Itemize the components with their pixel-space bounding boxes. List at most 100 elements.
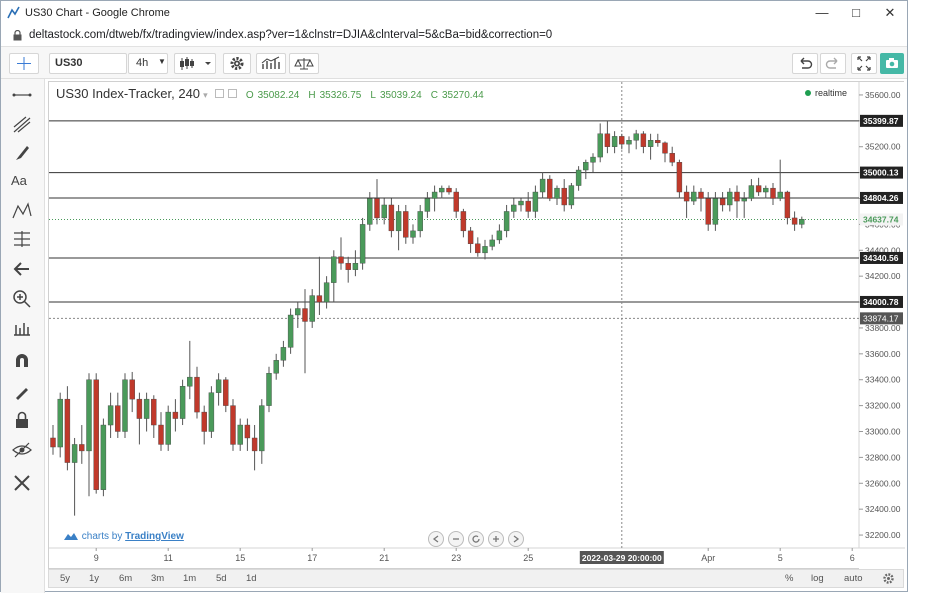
remove-drawings-icon[interactable] [11,472,33,494]
range-1y[interactable]: 1y [89,573,100,584]
nav-button-glyph [432,535,439,543]
gear-icon[interactable] [882,572,895,585]
compare-button[interactable] [289,53,319,74]
eye-hidden-icon[interactable] [11,439,33,461]
candle-body [323,282,330,303]
zoom-out-icon[interactable] [448,531,464,547]
chart-panel[interactable]: 32200.00 32400.00 32600.00 32800.00 33000.00… [48,81,905,570]
range-1m[interactable]: 1m [183,573,197,584]
candle-body [590,156,596,163]
candle [215,373,222,406]
candle-body [136,398,143,419]
brush-icon[interactable] [11,142,33,164]
indicators-button[interactable] [256,53,286,74]
candle-body [388,204,395,232]
nav-button-glyph [472,535,480,543]
tradingview-brand[interactable]: charts by TradingView [63,531,184,542]
url-text[interactable]: deltastock.com/dtweb/fx/tradingview/inde… [29,29,553,41]
fullscreen-button[interactable] [851,53,877,74]
range-1d[interactable]: 1d [246,573,257,584]
undo-button[interactable] [792,53,818,74]
percent-toggle[interactable]: % [785,573,794,584]
pitchfork-icon[interactable] [11,113,33,135]
candle-body [158,424,164,445]
candle-body [583,162,589,171]
candle [403,204,409,244]
candle [633,129,639,150]
candle-body [237,424,243,445]
pencil-lock-icon[interactable] [11,381,33,403]
candle-body [431,191,438,199]
candle-body [273,360,279,374]
candle [316,256,323,315]
close-button[interactable]: ✕ [884,5,896,20]
maximize-button[interactable]: □ [852,5,860,20]
candle [295,302,301,328]
range-3m[interactable]: 3m [151,573,165,584]
brand-name[interactable]: TradingView [125,531,184,542]
candle [676,159,683,199]
range-5d[interactable]: 5d [216,573,227,584]
candle [431,185,438,212]
legend-low-label: L [370,90,376,101]
symbol-input[interactable]: US30 [49,53,127,74]
candle-body [503,211,510,232]
candle-body [554,187,560,199]
candle [79,425,85,464]
candle [86,373,92,497]
redo-icon [825,57,838,69]
lock-tool-icon[interactable] [11,409,33,431]
candle [698,188,704,212]
pattern-icon[interactable] [11,200,33,222]
candle-body [107,405,114,426]
trend-line-icon[interactable] [11,83,33,105]
redo-button[interactable] [820,53,846,74]
magnet-icon[interactable] [11,351,33,373]
level-badge [860,251,903,264]
candlestick-chart[interactable]: 32200.00 32400.00 32600.00 32800.00 33000.00… [49,82,905,570]
chevron-left-icon[interactable] [428,531,444,547]
range-5y[interactable]: 5y [60,573,71,584]
crosshair-tool-button[interactable] [9,53,39,74]
candle [179,379,186,426]
log-toggle[interactable]: log [811,573,824,584]
minimize-button[interactable]: — [815,5,829,20]
measure-icon[interactable] [11,317,33,339]
chevron-right-icon[interactable] [508,531,524,547]
legend-settings-icon[interactable] [214,89,224,98]
arrow-left-icon[interactable] [11,258,33,280]
candle-body [201,411,207,432]
chart-navigation [428,531,524,547]
legend-low: 35039.24 [379,90,422,101]
candle [223,377,229,413]
settings-button[interactable] [223,53,251,74]
legend-hide-icon[interactable] [227,89,237,98]
candle [194,366,200,419]
candle-body [691,191,697,202]
zoom-icon[interactable] [11,288,33,310]
candle [201,405,207,445]
y-tick-label: 33800.00 [865,323,901,333]
candle [417,204,423,238]
candle-body [331,256,337,283]
candle [309,289,315,328]
chart-style-button[interactable] [174,53,216,74]
legend-chevron-icon[interactable]: ▾ [203,90,208,100]
candle [467,226,474,253]
candle-body [172,411,179,419]
candle [187,340,193,400]
candle-body [640,133,647,147]
screenshot-button[interactable] [880,53,904,74]
address-bar[interactable]: deltastock.com/dtweb/fx/tradingview/inde… [1,25,907,47]
candle [568,182,575,209]
level-badge [860,191,903,204]
reset-icon[interactable] [468,531,484,547]
interval-select[interactable]: 4h ▼ [128,53,168,74]
range-6m[interactable]: 6m [119,573,133,584]
candle [323,276,330,309]
zoom-in-icon[interactable] [488,531,504,547]
auto-toggle[interactable]: auto [844,573,863,584]
text-tool-icon[interactable]: Aa [11,173,27,188]
candle [619,133,625,150]
fib-icon[interactable] [11,228,33,250]
